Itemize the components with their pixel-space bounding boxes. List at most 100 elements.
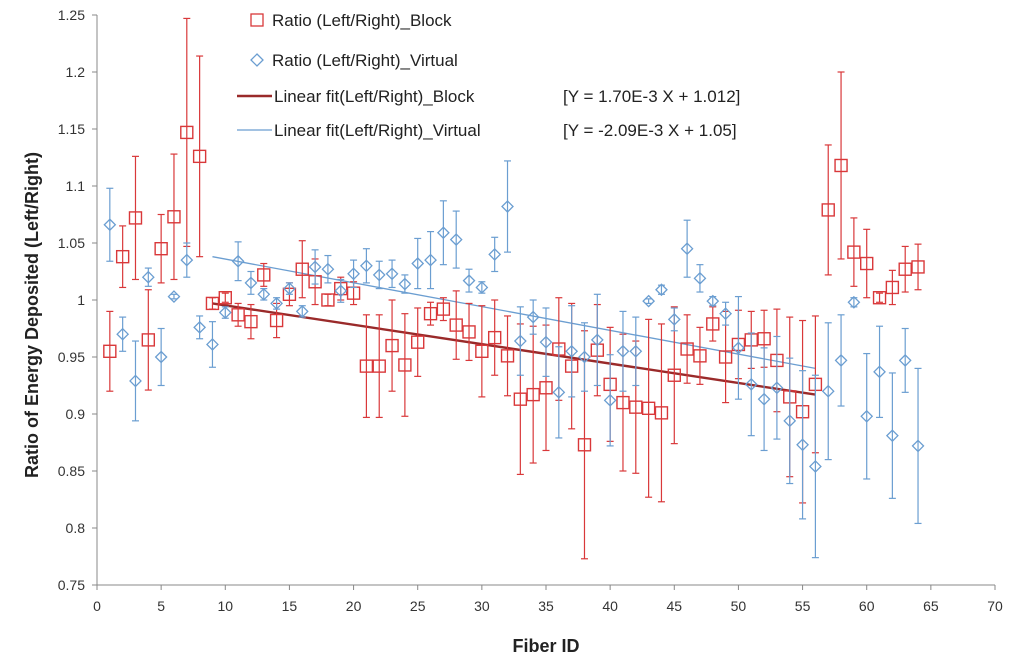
virtual-point	[873, 365, 886, 379]
legend-marker-virtual	[250, 53, 264, 67]
virtual-point	[757, 392, 771, 406]
virtual-point	[321, 262, 335, 276]
virtual-point	[513, 334, 527, 348]
block-point	[757, 332, 771, 346]
series-block	[103, 17, 925, 560]
virtual-point	[796, 438, 809, 452]
y-tick-label: 0.8	[66, 520, 86, 536]
virtual-point	[706, 294, 720, 308]
virtual-point	[436, 226, 450, 240]
virtual-point	[424, 253, 437, 267]
block-point	[706, 317, 720, 331]
virtual-point	[154, 350, 168, 364]
block-point	[205, 296, 220, 311]
block-point	[693, 349, 707, 363]
block-point	[192, 149, 207, 164]
block-point	[475, 344, 489, 358]
virtual-point	[359, 259, 373, 273]
virtual-point	[347, 267, 360, 281]
x-tick-label: 35	[538, 598, 554, 614]
block-point	[385, 338, 399, 353]
block-point	[641, 401, 656, 415]
virtual-point	[552, 385, 566, 399]
block-point	[372, 359, 386, 373]
block-point	[526, 387, 540, 402]
block-point	[654, 406, 669, 420]
legend-label-fit-block: Linear fit(Left/Right)_Block	[274, 87, 475, 106]
virtual-point	[270, 297, 284, 310]
block-point	[115, 249, 130, 264]
virtual-point	[308, 260, 322, 274]
virtual-point	[578, 350, 591, 364]
block-point	[423, 306, 438, 321]
virtual-point	[898, 354, 912, 367]
fit-line-block	[212, 302, 816, 396]
x-tick-label: 45	[666, 598, 682, 614]
virtual-point	[770, 381, 784, 395]
virtual-point	[821, 384, 835, 398]
virtual-point	[372, 268, 386, 282]
legend-label-virtual: Ratio (Left/Right)_Virtual	[272, 51, 458, 70]
x-tick-label: 30	[474, 598, 490, 614]
block-point	[398, 358, 412, 372]
y-axis-ticks: 0.75 0.8 0.85 0.9 0.95 1 1.05 1.1 1.15 1.2 1.25	[58, 7, 97, 593]
legend-marker-block	[250, 13, 264, 27]
virtual-point	[193, 320, 207, 334]
x-tick-label: 65	[923, 598, 939, 614]
virtual-point	[283, 282, 296, 296]
virtual-point	[847, 295, 861, 309]
y-tick-label: 0.85	[58, 463, 85, 479]
block-point	[180, 125, 194, 140]
block-point	[885, 280, 900, 295]
virtual-point	[744, 377, 758, 391]
virtual-point	[680, 242, 694, 256]
block-point	[834, 158, 848, 173]
block-point	[103, 344, 117, 358]
block-point	[898, 262, 912, 276]
block-point	[231, 308, 245, 322]
virtual-point	[231, 254, 245, 268]
x-tick-label: 15	[282, 598, 298, 614]
x-tick-label: 40	[602, 598, 618, 614]
x-tick-label: 5	[157, 598, 165, 614]
virtual-point	[885, 429, 899, 443]
virtual-point	[501, 200, 514, 213]
block-point	[128, 211, 143, 225]
block-point	[872, 291, 887, 305]
legend-equation-fit-block: [Y = 1.70E-3 X + 1.012]	[563, 87, 740, 106]
block-point	[847, 245, 861, 259]
y-tick-label: 0.75	[58, 577, 85, 593]
virtual-point	[180, 253, 194, 267]
y-tick-label: 0.9	[66, 406, 86, 422]
block-point	[667, 368, 681, 382]
virtual-point	[808, 460, 822, 473]
y-tick-label: 0.95	[58, 349, 85, 365]
virtual-point	[449, 233, 463, 246]
axes: 0 5 10 15 20 25 30 35 40 45 50 55 60 65 70 0.75 0.8 0.85…	[58, 7, 1003, 614]
legend-equation-fit-virtual: [Y = -2.09E-3 X + 1.05]	[563, 121, 737, 140]
virtual-point	[244, 276, 258, 290]
legend: Ratio (Left/Right)_Block Ratio (Left/Rig…	[237, 11, 740, 140]
virtual-point	[667, 312, 681, 326]
x-tick-label: 0	[93, 598, 101, 614]
virtual-point	[629, 344, 643, 358]
block-point	[821, 203, 835, 217]
x-tick-label: 25	[410, 598, 426, 614]
virtual-point	[860, 409, 874, 423]
virtual-point	[462, 274, 476, 288]
x-tick-label: 50	[731, 598, 747, 614]
block-point	[500, 349, 515, 363]
series-virtual	[103, 160, 925, 559]
virtual-point	[411, 257, 425, 270]
virtual-point	[129, 374, 142, 388]
x-axis-title: Fiber ID	[512, 636, 579, 656]
virtual-point	[526, 310, 540, 324]
block-point	[860, 256, 874, 271]
block-point	[513, 392, 528, 406]
virtual-point	[167, 290, 181, 303]
block-point	[487, 330, 502, 345]
block-point	[577, 438, 592, 452]
block-point	[911, 260, 925, 274]
virtual-point	[539, 335, 553, 349]
